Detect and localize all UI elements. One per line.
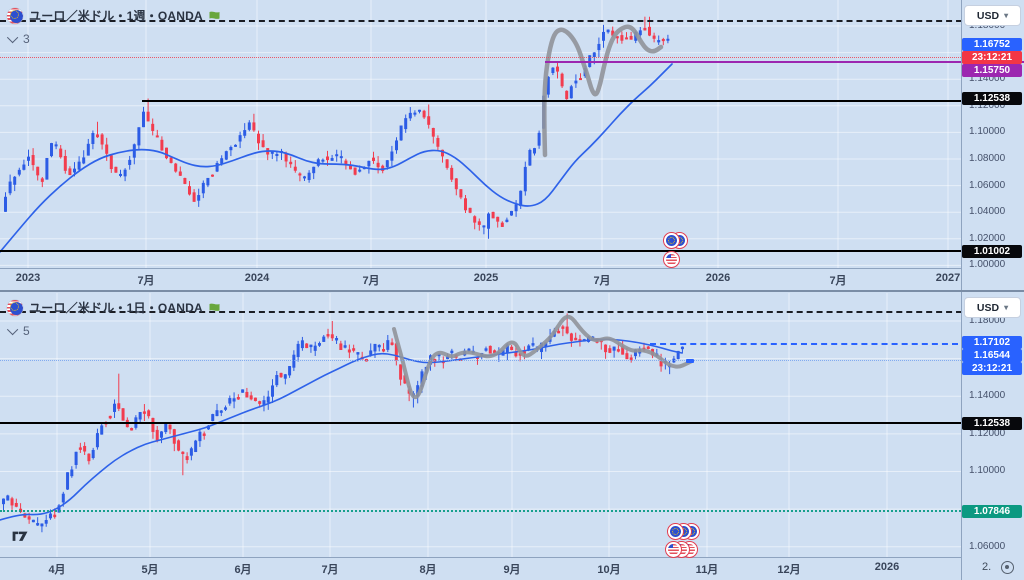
time-axis-label: 5月 bbox=[141, 564, 159, 576]
eurusd-pair-icon bbox=[7, 299, 23, 316]
corner-partial-label: 2. bbox=[982, 561, 992, 573]
scroll-to-realtime-icon[interactable] bbox=[1001, 561, 1014, 574]
price-tick-label: 1.10000 bbox=[969, 465, 1006, 477]
price-badge: 1.15750 bbox=[962, 64, 1022, 77]
price-tick-label: 1.14000 bbox=[969, 73, 1006, 85]
time-axis-label: 2027 bbox=[935, 272, 961, 284]
time-axis-label: 7月 bbox=[321, 564, 339, 576]
time-axis-label: 7月 bbox=[829, 275, 847, 287]
us-flag-icon bbox=[667, 543, 679, 555]
us-flag-icon bbox=[665, 253, 677, 265]
blue-dashed-target-line[interactable] bbox=[650, 343, 958, 345]
black-resistance-1.12538[interactable] bbox=[142, 100, 961, 102]
chevron-down-icon: ▾ bbox=[1004, 303, 1009, 312]
time-axis-label: 2026 bbox=[874, 561, 900, 573]
black-support-1.01002[interactable] bbox=[0, 250, 961, 252]
price-tick-label: 1.08000 bbox=[969, 153, 1006, 164]
pane2-currency-dropdown[interactable]: USD ▾ bbox=[964, 297, 1021, 318]
chevron-down-icon: ▾ bbox=[1004, 11, 1009, 20]
price-badge: 1.16752 bbox=[962, 38, 1022, 51]
price-tick-label: 1.00000 bbox=[969, 259, 1006, 271]
time-axis-label: 2023 bbox=[15, 272, 41, 284]
time-axis-label: 4月 bbox=[48, 564, 66, 576]
time-axis-label: 2024 bbox=[244, 272, 270, 284]
faint-blue-dotted-line[interactable] bbox=[0, 359, 961, 361]
bottom-high-dashed-line[interactable] bbox=[0, 311, 972, 313]
time-axis-label: 8月 bbox=[419, 564, 437, 576]
currency-label: USD bbox=[976, 9, 1000, 22]
price-tick-label: 1.12000 bbox=[969, 99, 1006, 111]
last-price-dotted-line[interactable] bbox=[0, 56, 961, 58]
price-tick-label: 1.18000 bbox=[969, 315, 1006, 326]
time-axis-label: 2026 bbox=[705, 272, 731, 284]
eu-flag-icon bbox=[665, 234, 677, 246]
currency-label: USD bbox=[976, 301, 1000, 314]
us-economic-event-icon[interactable] bbox=[663, 251, 680, 268]
pane1-indicator-count: 3 bbox=[23, 32, 30, 46]
price-badge: 23:12:21 bbox=[962, 51, 1022, 64]
time-axis-label: 11月 bbox=[695, 564, 719, 576]
pane-divider[interactable] bbox=[0, 290, 1024, 292]
time-axis-label: 12月 bbox=[777, 564, 801, 576]
top-high-dashed-line[interactable] bbox=[0, 20, 972, 22]
ma-line[interactable] bbox=[0, 338, 683, 521]
price-badge: 1.16544 bbox=[962, 349, 1022, 362]
pane1-indicators-toggle[interactable]: 3 bbox=[6, 31, 30, 46]
price-tick-label: 1.06000 bbox=[969, 540, 1006, 552]
eu-flag-icon bbox=[669, 525, 681, 537]
us-economic-event-icon[interactable] bbox=[665, 541, 682, 558]
time-axis-label: 2025 bbox=[473, 272, 499, 284]
pane1-symbol-legend[interactable]: ユーロ／米ドル・1週・OANDA bbox=[7, 7, 220, 24]
pane1-currency-dropdown[interactable]: USD ▾ bbox=[964, 5, 1021, 26]
eu-economic-event-icon[interactable] bbox=[663, 232, 680, 249]
teal-dotted-support-1.07846[interactable] bbox=[0, 510, 961, 512]
tradingview-logo[interactable] bbox=[12, 531, 38, 548]
black-support-1.12538[interactable] bbox=[0, 422, 961, 424]
price-badge: 1.12538 bbox=[962, 417, 1022, 430]
eurusd-pair-icon bbox=[7, 7, 23, 24]
time-axis-label: 7月 bbox=[362, 275, 380, 287]
price-tick-label: 1.06000 bbox=[969, 179, 1006, 191]
pane2-indicators-toggle[interactable]: 5 bbox=[6, 323, 30, 338]
time-axis-label: 7月 bbox=[593, 275, 611, 287]
price-tick-label: 1.10000 bbox=[969, 126, 1006, 138]
price-tick-label: 1.04000 bbox=[969, 206, 1006, 218]
eu-economic-event-icon[interactable] bbox=[667, 523, 684, 540]
green-flag-icon[interactable] bbox=[209, 303, 220, 313]
price-line-anchor-mark bbox=[686, 359, 694, 363]
pane1-plot[interactable] bbox=[0, 0, 961, 268]
pane2-time-axis-border bbox=[0, 557, 961, 558]
pane1-symbol-title: ユーロ／米ドル・1週・OANDA bbox=[29, 9, 203, 23]
time-axis-label: 10月 bbox=[597, 564, 621, 576]
pane2-symbol-title: ユーロ／米ドル・1日・OANDA bbox=[29, 301, 203, 315]
green-flag-icon[interactable] bbox=[209, 11, 220, 21]
time-axis-label: 7月 bbox=[137, 275, 155, 287]
price-tick-label: 1.12000 bbox=[969, 427, 1006, 439]
freehand-brush-drawing[interactable] bbox=[542, 24, 664, 158]
price-badge: 1.17102 bbox=[962, 336, 1022, 349]
purple-horizontal-line[interactable] bbox=[545, 61, 1024, 63]
pane1-time-axis-border bbox=[0, 268, 961, 269]
pane2-indicator-count: 5 bbox=[23, 324, 30, 338]
time-axis-label: 9月 bbox=[503, 564, 521, 576]
price-badge: 1.07846 bbox=[962, 505, 1022, 518]
pane2-plot[interactable] bbox=[0, 293, 961, 557]
freehand-brush-drawing[interactable] bbox=[392, 314, 694, 400]
ma-line[interactable] bbox=[0, 63, 673, 253]
candles-series bbox=[4, 16, 670, 239]
price-badge: 1.01002 bbox=[962, 245, 1022, 258]
time-axis-label: 6月 bbox=[234, 564, 252, 576]
price-badge: 23:12:21 bbox=[962, 362, 1022, 375]
price-badge: 1.12538 bbox=[962, 92, 1022, 105]
pane2-symbol-legend[interactable]: ユーロ／米ドル・1日・OANDA bbox=[7, 299, 220, 316]
price-tick-label: 1.02000 bbox=[969, 232, 1006, 244]
price-tick-label: 1.14000 bbox=[969, 390, 1006, 402]
